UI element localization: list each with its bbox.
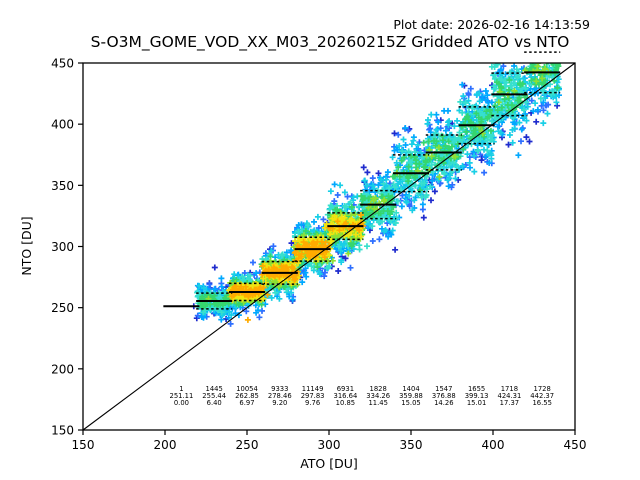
bin-mean-value: 399.13	[465, 392, 489, 400]
bin-mean-value: 424.31	[498, 392, 522, 400]
bin-std-value: 14.26	[434, 399, 453, 407]
x-tick-label: 250	[236, 438, 259, 452]
bin-std-value: 16.55	[532, 399, 551, 407]
bin-std-value: 9.76	[305, 399, 320, 407]
y-tick-label: 400	[51, 118, 74, 132]
plot-date: Plot date: 2026-02-16 14:13:59	[393, 17, 590, 32]
bin-count-value: 1404	[402, 385, 419, 393]
bin-mean-value: 251.11	[170, 392, 194, 400]
bin-count-value: 1	[179, 385, 183, 393]
bin-std-value: 11.45	[368, 399, 387, 407]
x-tick-label: 400	[482, 438, 505, 452]
bin-mean-value: 334.26	[366, 392, 390, 400]
y-tick-label: 150	[51, 424, 74, 438]
bin-mean-value: 255.44	[202, 392, 226, 400]
bin-count-value: 1728	[534, 385, 551, 393]
y-tick-label: 350	[51, 179, 74, 193]
bin-count-value: 1547	[435, 385, 452, 393]
bin-mean-value: 359.88	[399, 392, 423, 400]
x-tick-label: 350	[400, 438, 423, 452]
bin-std-value: 6.97	[239, 399, 254, 407]
bin-mean-value: 442.37	[530, 392, 554, 400]
y-tick-label: 450	[51, 57, 74, 71]
bin-mean-value: 316.64	[334, 392, 358, 400]
bin-std-value: 10.85	[336, 399, 355, 407]
axes-layer: 150 200 250 300 350 400 450 150 200 250 300 350 400 4…	[51, 57, 586, 453]
bin-mean-value: 376.88	[432, 392, 456, 400]
bin-count-value: 11149	[302, 385, 324, 393]
x-tick-label: 450	[564, 438, 587, 452]
bin-std-value: 17.37	[500, 399, 519, 407]
chart-title: S-O3M_GOME_VOD_XX_M03_20260215Z Gridded …	[91, 33, 570, 52]
x-tick-label: 200	[154, 438, 177, 452]
bin-mean-value: 297.83	[301, 392, 325, 400]
identity-line	[82, 62, 576, 431]
bin-std-value: 6.40	[207, 399, 222, 407]
y-tick-label: 200	[51, 362, 74, 376]
bin-mean-value: 262.85	[235, 392, 259, 400]
bin-std-value: 15.01	[467, 399, 486, 407]
bin-std-value: 9.20	[272, 399, 287, 407]
y-tick-label: 300	[51, 240, 74, 254]
bin-count-value: 10054	[236, 385, 258, 393]
x-tick-label: 150	[72, 438, 95, 452]
y-axis-label: NTO [DU]	[19, 216, 34, 275]
bin-count-value: 1655	[468, 385, 485, 393]
bin-count-value: 1718	[501, 385, 518, 393]
bin-std-value: 15.05	[401, 399, 420, 407]
x-axis-label: ATO [DU]	[300, 456, 358, 471]
bin-std-value: 0.00	[174, 399, 189, 407]
bin-count-value: 6931	[337, 385, 354, 393]
bin-count-value: 1445	[206, 385, 223, 393]
bin-count-value: 1828	[370, 385, 387, 393]
scatter-points-layer	[190, 63, 562, 327]
x-tick-label: 300	[318, 438, 341, 452]
bin-mean-value: 278.46	[268, 392, 292, 400]
bin-count-value: 9333	[271, 385, 288, 393]
y-tick-label: 250	[51, 301, 74, 315]
